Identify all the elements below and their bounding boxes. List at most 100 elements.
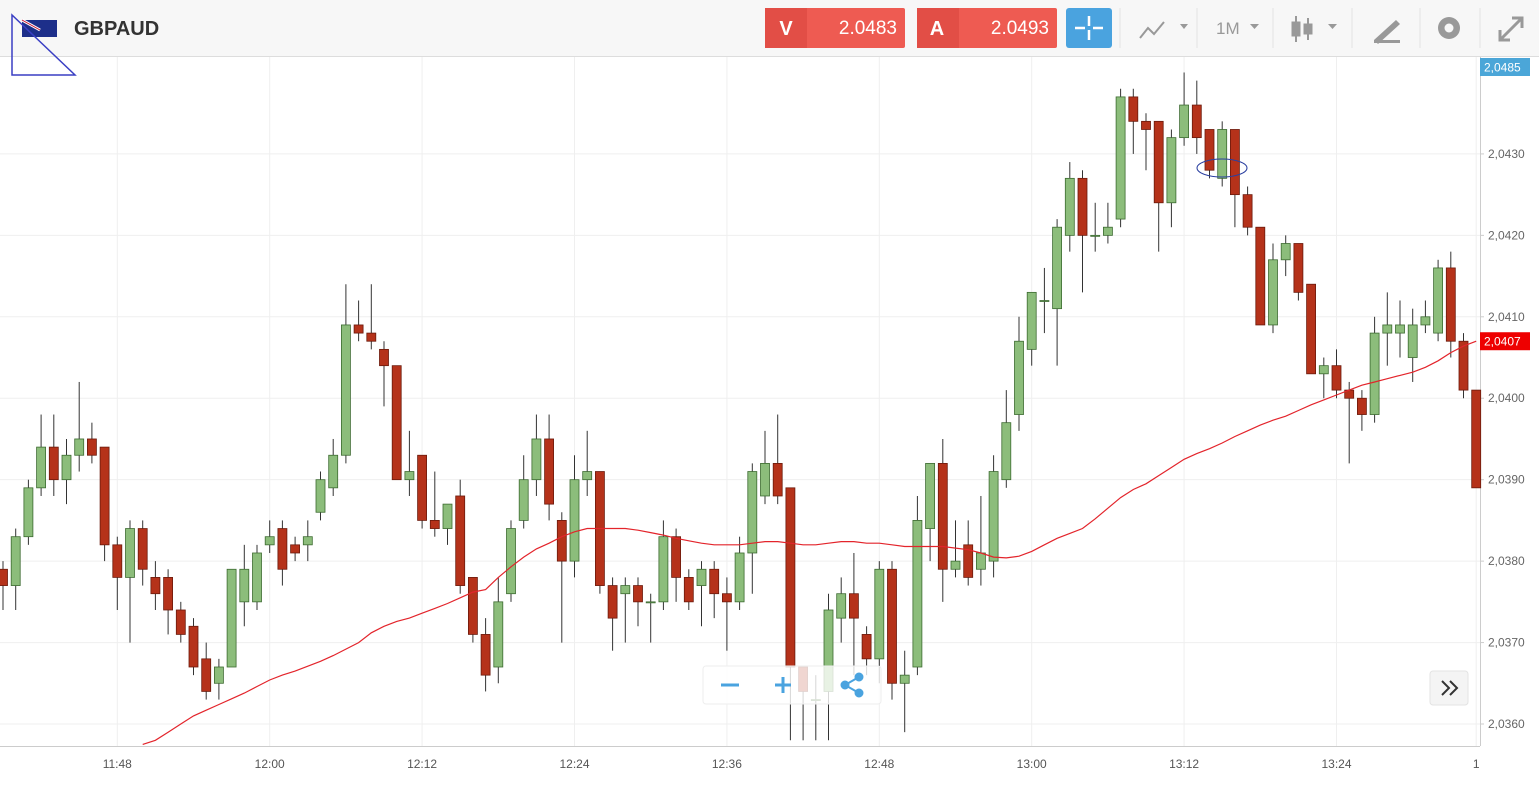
- candle-body: [633, 585, 643, 603]
- candle-body: [747, 471, 758, 554]
- candle-body: [1217, 129, 1228, 179]
- symbol: GBPAUD: [74, 18, 159, 40]
- share-button[interactable]: [840, 672, 864, 698]
- candle-body: [201, 658, 212, 692]
- candle-body: [366, 332, 377, 342]
- candle-body: [1090, 234, 1101, 237]
- price-tag-label: 2,0485: [1484, 61, 1521, 75]
- candle-body: [1280, 243, 1291, 261]
- candle-body: [493, 601, 504, 668]
- moving-average: [142, 340, 1477, 745]
- candle-body: [620, 585, 631, 595]
- y-tick-label: 2,0430: [1488, 147, 1525, 161]
- y-tick-label: 2,0360: [1488, 717, 1525, 731]
- chart-type-button[interactable]: [1139, 21, 1188, 39]
- candle-body: [950, 560, 961, 570]
- candle-body: [125, 528, 135, 578]
- y-tick-label: 2,0410: [1488, 310, 1525, 324]
- candle-body: [1128, 96, 1139, 122]
- candle-type-button[interactable]: [1291, 16, 1337, 42]
- candle-body: [1382, 324, 1393, 334]
- candle-body: [36, 446, 46, 489]
- candle-body: [340, 324, 351, 456]
- sell-button[interactable]: V 2.0483: [765, 8, 905, 48]
- x-tick-label: 12:48: [864, 757, 894, 771]
- candle-body: [163, 577, 174, 611]
- y-tick-label: 2,0390: [1488, 473, 1525, 487]
- candle-body: [912, 520, 923, 668]
- drawing-tool-button[interactable]: [1374, 20, 1400, 44]
- candle-body: [1242, 194, 1253, 228]
- candle-body: [1458, 340, 1469, 391]
- fullscreen-button[interactable]: [1498, 16, 1524, 42]
- timeframe-button[interactable]: 1M: [1216, 19, 1259, 38]
- x-tick-label: 12:12: [407, 757, 437, 771]
- price-tag-label: 2,0407: [1484, 335, 1521, 349]
- candle-body: [0, 568, 8, 586]
- candle-body: [226, 568, 237, 668]
- candle-body: [544, 438, 554, 505]
- candle-body: [429, 520, 440, 529]
- candle-body: [1407, 324, 1418, 358]
- candle-body: [10, 536, 21, 586]
- x-tick-label: 12:36: [712, 757, 742, 771]
- candle-body: [1153, 120, 1164, 204]
- ellipse-drawing: [1196, 158, 1248, 178]
- price-tag: [1480, 332, 1530, 351]
- zoom-toolbar: [702, 665, 882, 705]
- candle-body: [391, 365, 402, 481]
- candle-body: [1026, 291, 1037, 350]
- candle-body: [213, 666, 224, 684]
- candle-body: [99, 446, 110, 546]
- candle-body: [658, 536, 669, 603]
- candle-body: [353, 324, 364, 334]
- candle-body: [1141, 120, 1151, 130]
- candle-body: [1433, 267, 1443, 334]
- timeframe: 1M: [1216, 19, 1240, 38]
- scroll-right-button[interactable]: [1429, 670, 1469, 706]
- candle-body: [531, 438, 542, 481]
- buy-button[interactable]: A 2.0493: [917, 8, 1057, 48]
- candle-body: [1179, 104, 1189, 139]
- candle-body: [772, 462, 783, 497]
- candle-body: [1255, 226, 1266, 326]
- plot-area: 2,0360 2,0370 2,0380 2,0390 2,0400 2,0410 2,04…: [0, 57, 1525, 771]
- candle-body: [302, 536, 313, 546]
- candle-body: [1052, 226, 1062, 310]
- candle-body: [760, 462, 770, 497]
- candle-body: [112, 544, 123, 578]
- candle-body: [175, 609, 186, 635]
- candle-body: [582, 471, 593, 481]
- candle-body: [150, 577, 161, 595]
- candle-body: [849, 593, 859, 619]
- candle-body: [328, 454, 339, 489]
- candle-body: [785, 487, 796, 668]
- candle-body: [188, 625, 199, 668]
- candle-body: [709, 568, 720, 595]
- candle-body: [1103, 226, 1113, 236]
- crosshair-button[interactable]: [1066, 8, 1112, 48]
- candle-body: [74, 438, 85, 456]
- candle-body: [1395, 324, 1405, 334]
- zoom-in-button[interactable]: [775, 677, 791, 693]
- candle-body: [887, 568, 897, 684]
- settings-button[interactable]: [1438, 17, 1460, 39]
- x-tick-label: 13:12: [1169, 757, 1199, 771]
- y-tick-label: 2,0370: [1488, 636, 1525, 650]
- candle-body: [1230, 129, 1240, 196]
- x-tick-label: 13:00: [1017, 757, 1047, 771]
- sell-price: 2.0483: [839, 18, 897, 39]
- y-tick-label: 2,0380: [1488, 554, 1525, 568]
- candle-body: [264, 536, 275, 546]
- candle-body: [1268, 259, 1278, 326]
- candle-body: [836, 593, 847, 619]
- candle-body: [645, 601, 656, 604]
- candle-body: [1166, 137, 1177, 204]
- x-tick-label: 1: [1473, 757, 1480, 771]
- x-tick-label: 13:24: [1321, 757, 1351, 771]
- candle-body: [1204, 129, 1215, 171]
- candle-body: [937, 462, 948, 570]
- candle-body: [925, 462, 935, 529]
